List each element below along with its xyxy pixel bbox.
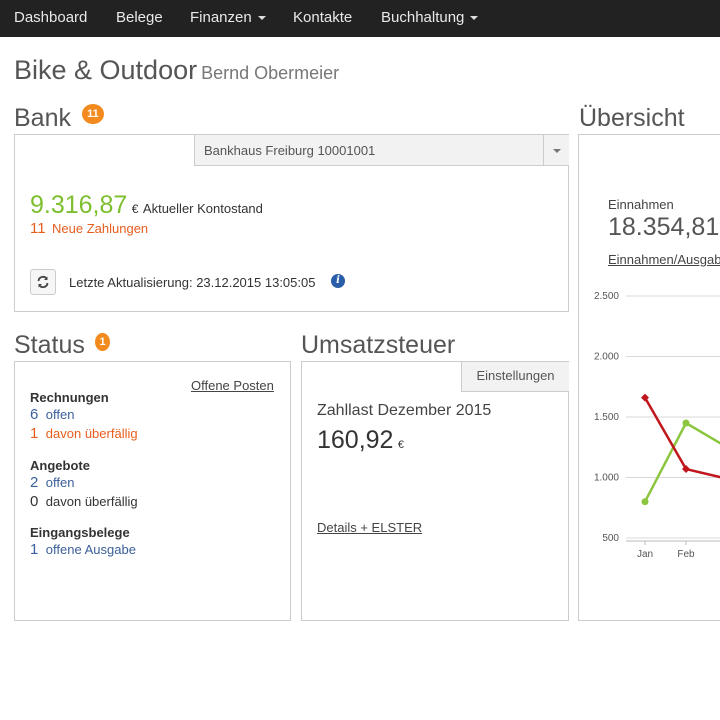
y-tick-label: 2.500 bbox=[594, 291, 619, 302]
angebote-overdue-label: davon überfällig bbox=[45, 494, 138, 509]
y-tick-label: 1.500 bbox=[594, 412, 619, 423]
bank-account-select[interactable]: Bankhaus Freiburg 10001001 bbox=[194, 135, 569, 166]
rechnungen-open-count: 6 bbox=[30, 406, 39, 423]
balance-currency: € bbox=[131, 202, 139, 216]
new-payments-label: Neue Zahlungen bbox=[52, 221, 149, 236]
zahllast-amount: 160,92 bbox=[317, 426, 394, 454]
nav-kontakte[interactable]: Kontakte bbox=[293, 9, 353, 26]
zahllast-amount-line: 160,92 € bbox=[317, 426, 404, 455]
new-payments-link[interactable]: 11 Neue Zahlungen bbox=[30, 220, 148, 238]
user-name: Bernd Obermeier bbox=[201, 63, 340, 83]
angebote-overdue: 0 davon überfällig bbox=[30, 493, 138, 511]
chevron-down-icon bbox=[543, 135, 569, 165]
y-tick-label: 500 bbox=[602, 533, 619, 544]
ust-heading: Umsatzsteuer bbox=[301, 331, 456, 359]
page-title: Bike & Outdoor Bernd Obermeier bbox=[14, 55, 339, 86]
company-name: Bike & Outdoor bbox=[14, 55, 198, 85]
last-update-text: Letzte Aktualisierung: 23.12.2015 13:05:… bbox=[69, 275, 316, 290]
ust-settings-button[interactable]: Einstellungen bbox=[461, 362, 569, 392]
eingangsbelege-title: Eingangsbelege bbox=[30, 525, 130, 540]
nav-belege[interactable]: Belege bbox=[116, 9, 163, 26]
angebote-open-label: offen bbox=[45, 475, 75, 490]
nav-finanzen[interactable]: Finanzen bbox=[190, 0, 266, 37]
balance-amount: 9.316,87 bbox=[30, 191, 128, 219]
bank-account-value: Bankhaus Freiburg 10001001 bbox=[204, 143, 376, 158]
income-value: 18.354,81 bbox=[608, 213, 720, 241]
x-tick-label: Jan bbox=[637, 549, 653, 560]
eingangsbelege-count: 1 bbox=[30, 541, 39, 558]
angebote-overdue-count: 0 bbox=[30, 493, 39, 510]
data-point[interactable] bbox=[641, 393, 649, 402]
refresh-button[interactable] bbox=[30, 269, 56, 295]
status-badge: 1 bbox=[95, 333, 110, 351]
zahllast-label: Zahllast Dezember 2015 bbox=[317, 402, 492, 419]
chevron-down-icon bbox=[257, 16, 266, 21]
status-heading: Status bbox=[14, 331, 85, 359]
income-expense-link[interactable]: Einnahmen/Ausgab bbox=[608, 252, 720, 267]
rechnungen-open-link[interactable]: 6 offen bbox=[30, 406, 74, 424]
rechnungen-title: Rechnungen bbox=[30, 390, 109, 405]
rechnungen-overdue-count: 1 bbox=[30, 425, 39, 442]
series-line-1 bbox=[643, 397, 720, 479]
x-tick-label: Feb bbox=[677, 549, 695, 560]
angebote-title: Angebote bbox=[30, 458, 90, 473]
income-label: Einnahmen bbox=[608, 197, 674, 212]
bank-badge: 11 bbox=[82, 104, 104, 124]
balance-line: 9.316,87 € Aktueller Kontostand bbox=[30, 191, 263, 220]
y-tick-label: 1.000 bbox=[594, 473, 619, 484]
nav-finanzen-label: Finanzen bbox=[190, 9, 252, 26]
details-elster-link[interactable]: Details + ELSTER bbox=[317, 520, 423, 535]
balance-label: Aktueller Kontostand bbox=[142, 201, 263, 216]
new-payments-count: 11 bbox=[30, 220, 46, 237]
status-panel: Offene Posten Rechnungen 6 offen 1 davon… bbox=[14, 361, 291, 621]
data-point[interactable] bbox=[641, 498, 649, 506]
angebote-open-link[interactable]: 2 offen bbox=[30, 474, 74, 492]
eingangsbelege-link[interactable]: 1 offene Ausgabe bbox=[30, 541, 136, 559]
nav-dashboard[interactable]: Dashboard bbox=[14, 9, 88, 26]
y-tick-label: 2.000 bbox=[594, 352, 619, 363]
data-point[interactable] bbox=[682, 465, 690, 474]
rechnungen-overdue-label: davon überfällig bbox=[45, 426, 138, 441]
refresh-icon bbox=[37, 275, 49, 289]
eingangsbelege-label: offene Ausgabe bbox=[45, 542, 136, 557]
angebote-open-count: 2 bbox=[30, 474, 39, 491]
data-point[interactable] bbox=[682, 419, 690, 427]
chevron-down-icon bbox=[470, 16, 479, 21]
nav-buchhaltung-label: Buchhaltung bbox=[381, 9, 465, 26]
zahllast-currency: € bbox=[397, 439, 405, 451]
overview-heading: Übersicht bbox=[579, 104, 685, 132]
ust-panel: Einstellungen Zahllast Dezember 2015 160… bbox=[301, 361, 569, 621]
bank-heading: Bank bbox=[14, 104, 71, 132]
bank-panel: Bankhaus Freiburg 10001001 9.316,87 € Ak… bbox=[14, 134, 569, 312]
open-items-link[interactable]: Offene Posten bbox=[191, 378, 274, 393]
nav-buchhaltung[interactable]: Buchhaltung bbox=[381, 0, 479, 37]
rechnungen-open-label: offen bbox=[45, 407, 75, 422]
top-navbar: Dashboard Belege Finanzen Kontakte Buchh… bbox=[0, 0, 720, 37]
rechnungen-overdue-link[interactable]: 1 davon überfällig bbox=[30, 425, 138, 443]
info-icon[interactable]: i bbox=[331, 274, 345, 288]
overview-panel: Einnahmen 18.354,81 Einnahmen/Ausgab 500… bbox=[578, 134, 720, 621]
